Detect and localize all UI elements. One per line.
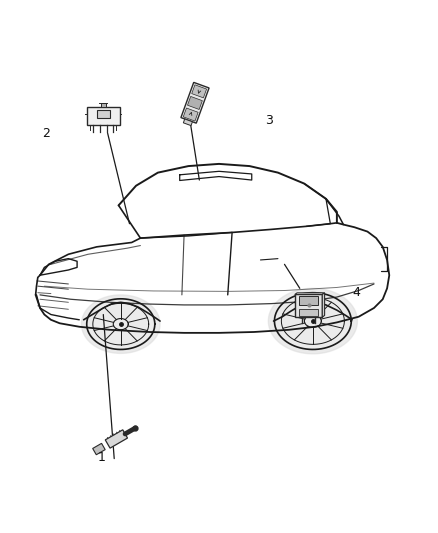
Bar [97, 110, 110, 118]
Bar [299, 296, 318, 305]
Text: 3: 3 [265, 114, 273, 127]
Bar [101, 103, 106, 107]
Polygon shape [192, 85, 207, 98]
Polygon shape [295, 293, 325, 295]
Text: 2: 2 [42, 127, 50, 140]
Polygon shape [105, 430, 127, 448]
Polygon shape [322, 293, 325, 317]
Bar [299, 309, 318, 316]
Polygon shape [181, 83, 209, 123]
Text: 4: 4 [353, 286, 360, 299]
Polygon shape [93, 443, 105, 455]
Bar [295, 295, 322, 317]
Polygon shape [187, 96, 202, 109]
Polygon shape [81, 295, 160, 353]
Polygon shape [268, 288, 357, 354]
Bar [87, 107, 120, 125]
Polygon shape [183, 108, 198, 121]
Polygon shape [184, 119, 192, 126]
Text: 1: 1 [97, 451, 105, 464]
